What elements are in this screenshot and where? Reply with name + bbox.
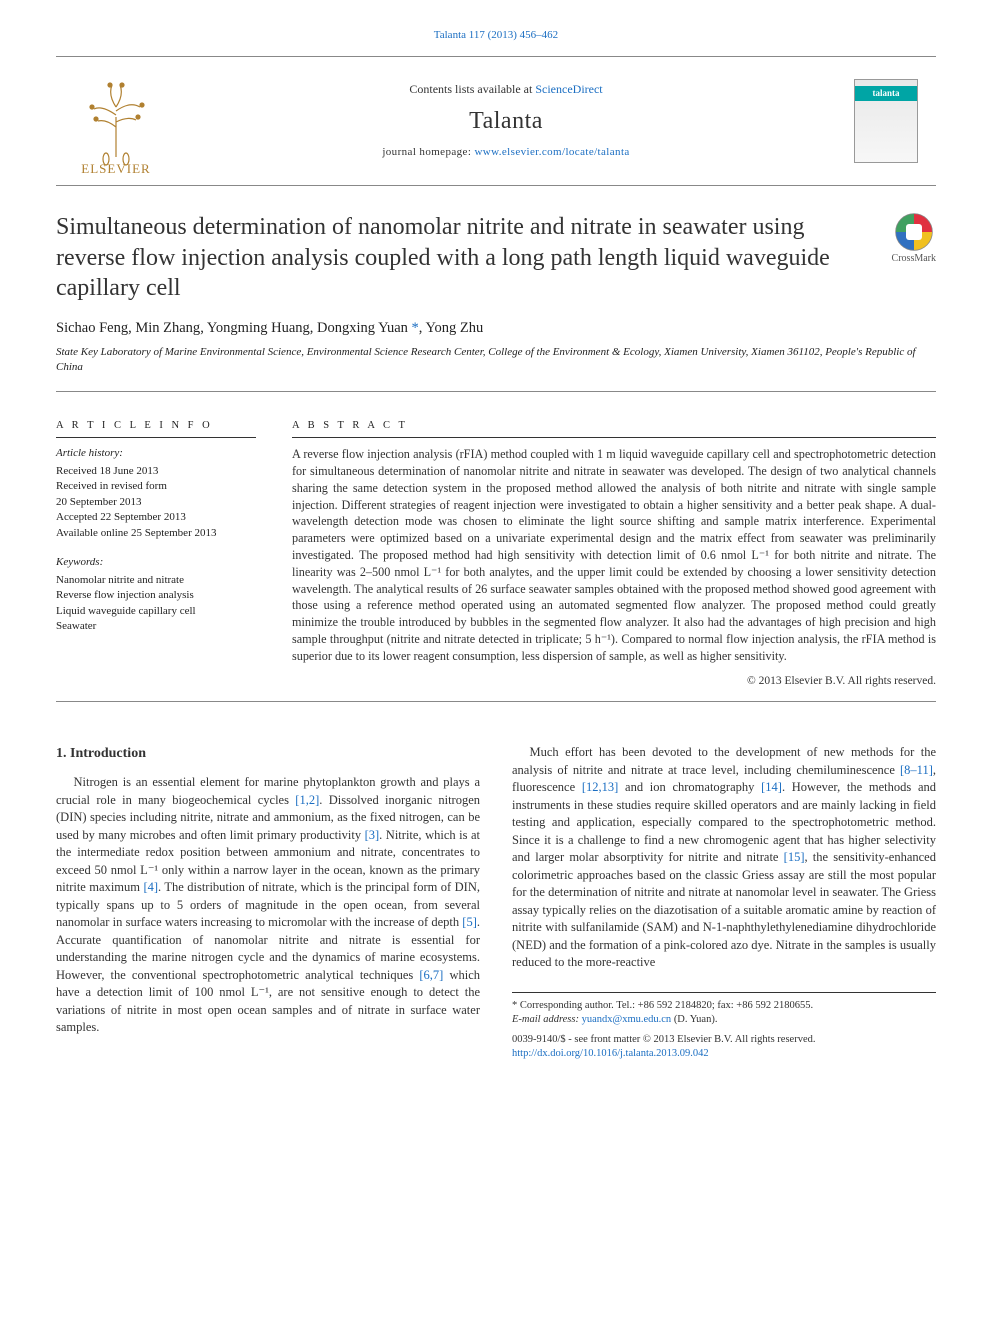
article-title: Simultaneous determination of nanomolar …: [56, 212, 874, 304]
journal-cover-label: talanta: [855, 86, 917, 101]
corr-email-line: E-mail address: yuandx@xmu.edu.cn (D. Yu…: [512, 1013, 936, 1027]
ref-3[interactable]: [3]: [365, 828, 380, 842]
journal-name: Talanta: [176, 104, 836, 139]
journal-cover-thumb: talanta: [854, 79, 918, 163]
crossmark-badge[interactable]: CrossMark: [892, 212, 936, 267]
ref-1-2[interactable]: [1,2]: [295, 793, 319, 807]
intro-p1: Nitrogen is an essential element for mar…: [56, 774, 480, 1037]
journal-banner: ELSEVIER Contents lists available at Sci…: [56, 61, 936, 181]
ref-6-7[interactable]: [6,7]: [419, 968, 443, 982]
contents-line: Contents lists available at ScienceDirec…: [176, 81, 836, 98]
rule-top-1: [56, 56, 936, 57]
ref-12-13[interactable]: [12,13]: [582, 780, 618, 794]
homepage-prefix: journal homepage:: [382, 146, 474, 158]
ref-4[interactable]: [4]: [143, 880, 158, 894]
intro-heading: 1. Introduction: [56, 744, 480, 764]
ref-8-11[interactable]: [8–11]: [900, 763, 933, 777]
history-head: Article history:: [56, 446, 256, 462]
keyword-1: Reverse flow injection analysis: [56, 588, 256, 603]
journal-ref-link[interactable]: Talanta 117 (2013) 456–462: [434, 29, 558, 41]
article-keywords: Keywords: Nanomolar nitrite and nitrate …: [56, 555, 256, 635]
abstract-rule: [292, 437, 936, 438]
doi-link[interactable]: http://dx.doi.org/10.1016/j.talanta.2013…: [512, 1048, 709, 1059]
history-0: Received 18 June 2013: [56, 464, 256, 479]
history-2: 20 September 2013: [56, 495, 256, 510]
intro-p2: Much effort has been devoted to the deve…: [512, 744, 936, 972]
author-2: Min Zhang: [135, 320, 200, 336]
footer-meta: 0039-9140/$ - see front matter © 2013 El…: [512, 1033, 936, 1061]
author-1: Sichao Feng: [56, 320, 128, 336]
keywords-head: Keywords:: [56, 555, 256, 571]
article-info-rule: [56, 437, 256, 438]
publisher-logo: ELSEVIER: [56, 67, 176, 175]
email-who: (D. Yuan).: [671, 1014, 717, 1025]
author-3: Yongming Huang: [207, 320, 310, 336]
author-5: Yong Zhu: [426, 320, 484, 336]
abstract-copyright: © 2013 Elsevier B.V. All rights reserved…: [292, 673, 936, 690]
homepage-link[interactable]: www.elsevier.com/locate/talanta: [474, 146, 629, 158]
abstract-body: A reverse flow injection analysis (rFIA)…: [292, 446, 936, 665]
rule-under-abstract: [56, 701, 936, 702]
contents-prefix: Contents lists available at: [409, 82, 535, 96]
affiliation: State Key Laboratory of Marine Environme…: [56, 345, 936, 375]
sciencedirect-link[interactable]: ScienceDirect: [535, 82, 602, 96]
issn-line: 0039-9140/$ - see front matter © 2013 El…: [512, 1033, 936, 1047]
author-list: Sichao Feng, Min Zhang, Yongming Huang, …: [56, 318, 936, 339]
article-info-label: A R T I C L E I N F O: [56, 418, 256, 435]
keyword-3: Seawater: [56, 619, 256, 634]
journal-ref-top: Talanta 117 (2013) 456–462: [56, 28, 936, 44]
homepage-line: journal homepage: www.elsevier.com/locat…: [176, 145, 836, 161]
footnote-block: * Corresponding author. Tel.: +86 592 21…: [512, 992, 936, 1027]
history-3: Accepted 22 September 2013: [56, 510, 256, 525]
author-4: Dongxing Yuan: [317, 320, 408, 336]
abstract-label: A B S T R A C T: [292, 418, 936, 435]
body-columns: 1. Introduction Nitrogen is an essential…: [56, 744, 936, 1061]
ref-15[interactable]: [15]: [784, 850, 805, 864]
publisher-logo-text: ELSEVIER: [81, 161, 150, 175]
keyword-2: Liquid waveguide capillary cell: [56, 604, 256, 619]
corr-note: * Corresponding author. Tel.: +86 592 21…: [512, 999, 936, 1013]
email-label: E-mail address:: [512, 1014, 582, 1025]
article-history: Article history: Received 18 June 2013 R…: [56, 446, 256, 541]
crossmark-icon: [894, 212, 934, 252]
ref-14[interactable]: [14]: [761, 780, 782, 794]
crossmark-label: CrossMark: [892, 252, 936, 267]
rule-top-2: [56, 185, 936, 186]
corr-email[interactable]: yuandx@xmu.edu.cn: [582, 1014, 672, 1025]
rule-under-authors: [56, 391, 936, 392]
ref-5[interactable]: [5]: [462, 915, 477, 929]
history-1: Received in revised form: [56, 479, 256, 494]
corr-marker[interactable]: *: [408, 320, 419, 336]
elsevier-tree-icon: ELSEVIER: [66, 67, 166, 175]
history-4: Available online 25 September 2013: [56, 526, 256, 541]
keyword-0: Nanomolar nitrite and nitrate: [56, 573, 256, 588]
